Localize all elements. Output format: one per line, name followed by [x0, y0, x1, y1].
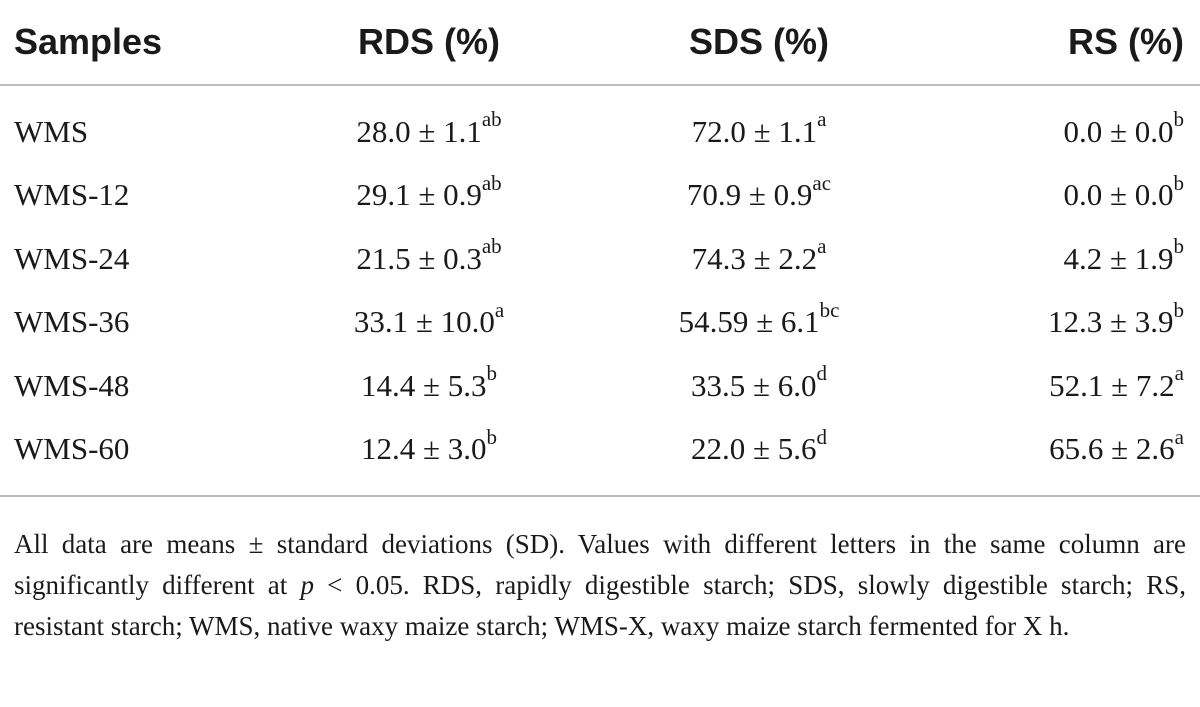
sds-value: 70.9 ± 0.9 [686, 177, 813, 213]
rs-cell: 0.0 ± 0.0b [924, 164, 1200, 228]
sds-value: 22.0 ± 5.6 [690, 431, 817, 467]
rds-letter: ab [481, 234, 502, 259]
rs-value: 4.2 ± 1.9 [1063, 240, 1174, 276]
sample-cell: WMS-12 [14, 177, 130, 213]
rds-cell: 33.1 ± 10.0a [264, 291, 594, 355]
footnote-text-end: < 0.05. RDS, rapidly digestible starch; … [14, 570, 1186, 641]
header-rs: RS (%) [924, 0, 1200, 86]
rs-value: 0.0 ± 0.0 [1063, 177, 1174, 213]
table-row: WMS-48 14.4 ± 5.3b 33.5 ± 6.0d 52.1 ± 7.… [0, 354, 1200, 418]
sds-value: 72.0 ± 1.1 [691, 113, 818, 149]
table-row: WMS-12 29.1 ± 0.9ab 70.9 ± 0.9ac 0.0 ± 0… [0, 164, 1200, 228]
sds-value: 33.5 ± 6.0 [690, 367, 817, 403]
rds-value: 29.1 ± 0.9 [356, 177, 482, 213]
rs-letter: b [1173, 234, 1185, 259]
table-row: WMS-36 33.1 ± 10.0a 54.59 ± 6.1bc 12.3 ±… [0, 291, 1200, 355]
header-samples: Samples [0, 0, 264, 86]
sds-letter: d [816, 424, 828, 449]
sds-cell: 70.9 ± 0.9ac [594, 164, 924, 228]
header-row: Samples RDS (%) SDS (%) RS (%) [0, 0, 1200, 86]
rds-value: 33.1 ± 10.0 [353, 304, 495, 340]
rs-cell: 4.2 ± 1.9b [924, 227, 1200, 291]
sample-cell: WMS-60 [0, 417, 264, 497]
rs-value: 12.3 ± 3.9 [1047, 304, 1174, 340]
rs-cell: 52.1 ± 7.2a [924, 354, 1200, 418]
rds-letter: b [486, 361, 498, 386]
sds-cell: 72.0 ± 1.1a [594, 85, 924, 164]
sds-value: 54.59 ± 6.1 [678, 304, 820, 340]
sample-cell: WMS [14, 113, 89, 149]
rds-value: 21.5 ± 0.3 [356, 240, 482, 276]
table-header: Samples RDS (%) SDS (%) RS (%) [0, 0, 1200, 86]
sds-cell: 33.5 ± 6.0d [594, 354, 924, 418]
rs-letter: a [1174, 361, 1184, 386]
sds-letter: a [817, 234, 827, 259]
rds-cell: 29.1 ± 0.9ab [264, 164, 594, 228]
sample-cell: WMS-36 [14, 304, 130, 340]
rds-cell: 14.4 ± 5.3b [264, 354, 594, 418]
sds-value: 74.3 ± 2.2 [691, 240, 818, 276]
rds-value: 12.4 ± 3.0 [360, 431, 487, 467]
header-rds: RDS (%) [264, 0, 594, 86]
footnote-p-symbol: p [300, 570, 314, 600]
sds-cell: 22.0 ± 5.6d [594, 417, 924, 497]
rs-letter: b [1173, 297, 1185, 322]
rs-cell: 12.3 ± 3.9b [924, 291, 1200, 355]
rds-cell: 21.5 ± 0.3ab [264, 227, 594, 291]
table-footnote: All data are means ± standard deviations… [14, 524, 1186, 647]
sds-cell: 54.59 ± 6.1bc [594, 291, 924, 355]
rs-cell: 0.0 ± 0.0b [924, 85, 1200, 164]
sds-letter: d [816, 361, 828, 386]
sample-cell: WMS-24 [14, 240, 130, 276]
rds-letter: a [494, 297, 505, 322]
table-row: WMS-24 21.5 ± 0.3ab 74.3 ± 2.2a 4.2 ± 1.… [0, 227, 1200, 291]
table-body: WMS 28.0 ± 1.1ab 72.0 ± 1.1a 0.0 ± 0.0b … [0, 85, 1200, 497]
sds-cell: 74.3 ± 2.2a [594, 227, 924, 291]
rds-value: 28.0 ± 1.1 [356, 113, 482, 149]
rds-letter: b [486, 424, 498, 449]
starch-digestibility-table: Samples RDS (%) SDS (%) RS (%) WMS 28.0 … [0, 0, 1200, 497]
table-row: WMS 28.0 ± 1.1ab 72.0 ± 1.1a 0.0 ± 0.0b [0, 85, 1200, 164]
sds-letter: a [817, 107, 827, 132]
header-sds: SDS (%) [594, 0, 924, 86]
rs-value: 0.0 ± 0.0 [1063, 113, 1174, 149]
rs-value: 52.1 ± 7.2 [1049, 367, 1175, 403]
rds-letter: ab [481, 170, 502, 195]
rds-value: 14.4 ± 5.3 [360, 367, 487, 403]
rds-letter: ab [481, 107, 502, 132]
rds-cell: 28.0 ± 1.1ab [264, 85, 594, 164]
rs-letter: b [1173, 170, 1185, 195]
rs-letter: a [1174, 424, 1184, 449]
sds-letter: bc [819, 297, 840, 322]
rs-cell: 65.6 ± 2.6a [924, 417, 1200, 497]
table-row: WMS-60 12.4 ± 3.0b 22.0 ± 5.6d 65.6 ± 2.… [0, 417, 1200, 497]
sds-letter: ac [812, 170, 832, 195]
footnote-text-start: All data are means ± standard deviations… [14, 529, 1186, 600]
rds-cell: 12.4 ± 3.0b [264, 417, 594, 497]
sample-cell: WMS-48 [14, 367, 130, 403]
rs-value: 65.6 ± 2.6 [1049, 431, 1175, 467]
rs-letter: b [1173, 107, 1185, 132]
